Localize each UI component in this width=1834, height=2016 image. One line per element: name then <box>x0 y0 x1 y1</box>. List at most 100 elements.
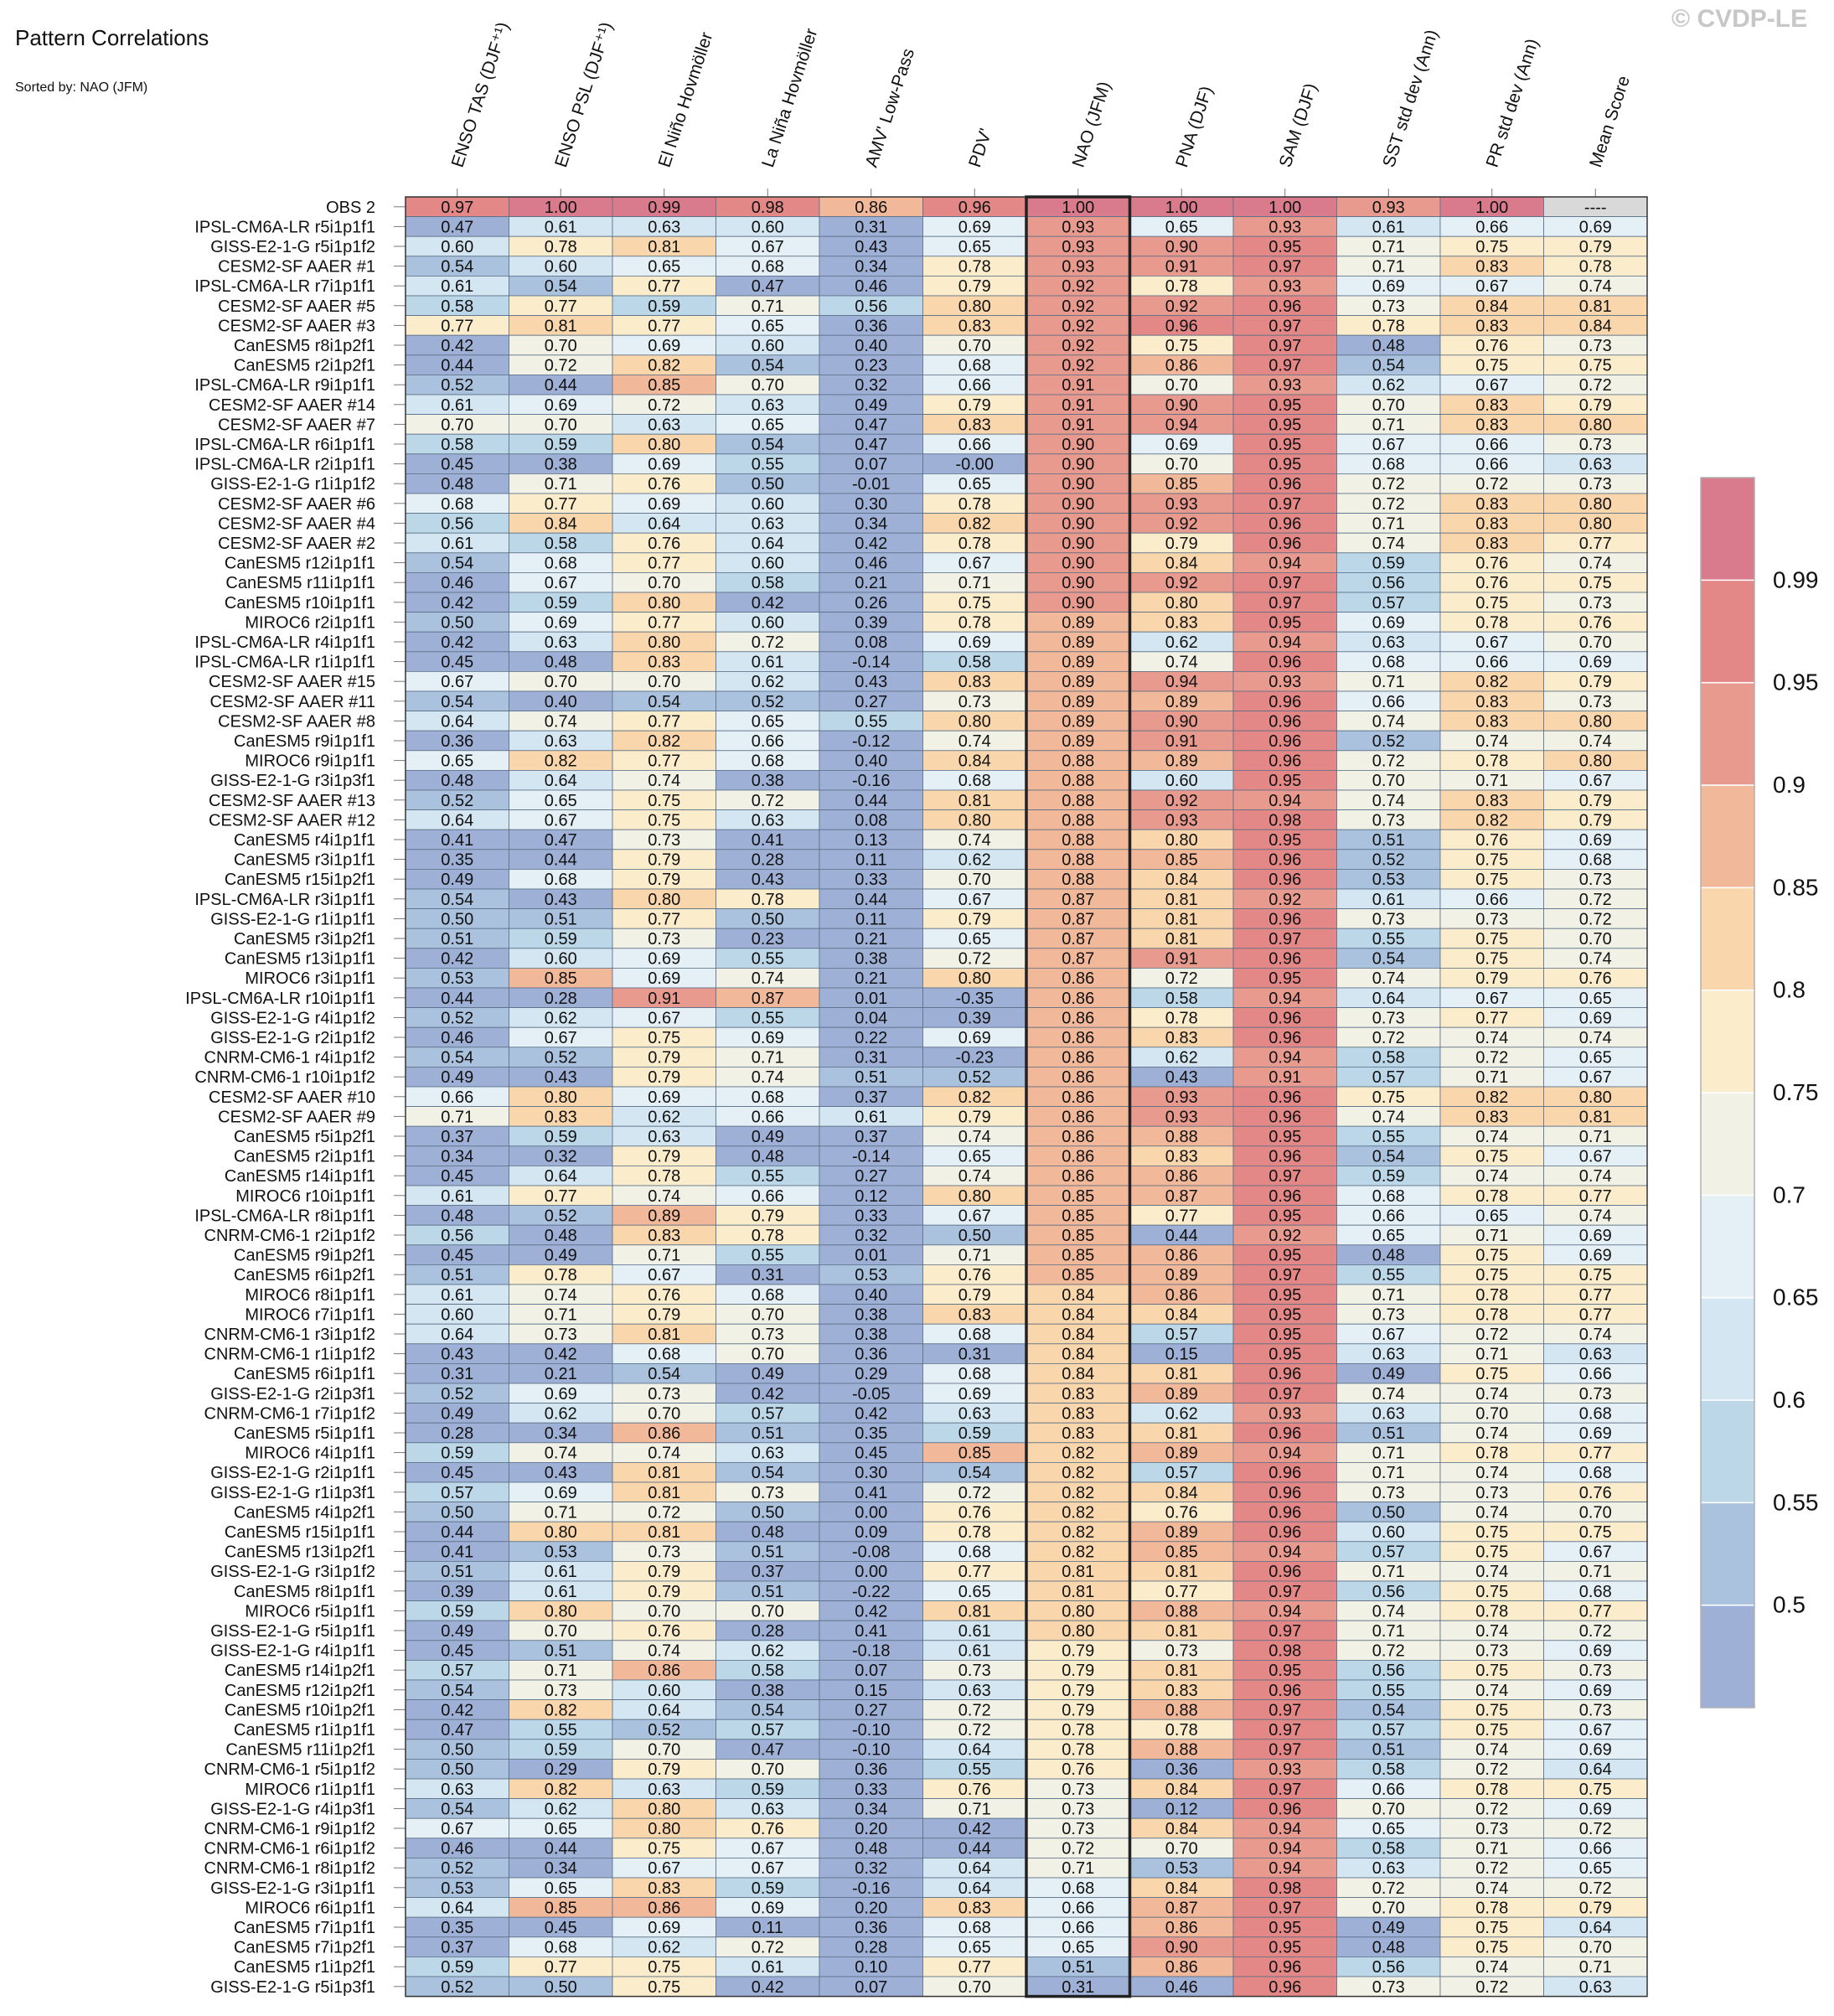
cell-value: 0.60 <box>752 337 784 355</box>
cell-value: 0.90 <box>1062 514 1094 533</box>
cell-value: 0.84 <box>1062 1286 1094 1305</box>
cell-value: 0.85 <box>1062 1207 1094 1225</box>
cell-value: 0.91 <box>1268 1068 1301 1087</box>
cell-value: 0.48 <box>1372 1939 1405 1957</box>
cell-value: 0.84 <box>1165 1879 1198 1898</box>
cell-value: 0.63 <box>1579 456 1612 474</box>
cell-value: 0.76 <box>1475 337 1508 355</box>
cell-value: 0.95 <box>1268 613 1301 632</box>
cell-value: 0.79 <box>1062 1682 1094 1700</box>
cell-value: 0.60 <box>752 555 784 573</box>
cell-value: 0.63 <box>1372 633 1405 652</box>
cell-value: 0.77 <box>1579 1305 1612 1324</box>
cell-value: 0.65 <box>1579 990 1612 1008</box>
cell-value: 0.70 <box>958 871 991 889</box>
cell-value: 0.51 <box>545 910 577 928</box>
cell-value: 0.97 <box>1268 1167 1301 1186</box>
cell-value: 0.85 <box>1062 1227 1094 1245</box>
cell-value: 0.95 <box>1268 969 1301 988</box>
cell-value: 0.90 <box>1062 436 1094 454</box>
cell-value: 0.67 <box>1579 1148 1612 1166</box>
cell-value: 0.67 <box>545 574 577 592</box>
row-label: MIROC6 r8i1p1f1 <box>245 1286 375 1305</box>
cell-value: 0.83 <box>1475 514 1508 533</box>
cell-value: 0.31 <box>1062 1978 1094 1997</box>
cell-value: 0.74 <box>1372 535 1405 553</box>
cell-value: 0.93 <box>1268 277 1301 296</box>
cell-value: 0.55 <box>752 1009 784 1027</box>
cell-value: 0.63 <box>441 1781 473 1799</box>
cell-value: 0.96 <box>1268 1978 1301 1997</box>
cell-value: 0.94 <box>1268 990 1301 1008</box>
cell-value: 0.68 <box>958 1919 991 1937</box>
row-label: CanESM5 r5i1p1f1 <box>234 1424 375 1443</box>
cell-value: 0.74 <box>1475 1958 1508 1977</box>
cell-value: 0.87 <box>1062 930 1094 949</box>
cell-value: 0.72 <box>752 792 784 810</box>
cell-value: 0.74 <box>545 712 577 731</box>
cell-value: 0.71 <box>441 1108 473 1126</box>
cell-value: 0.87 <box>752 990 784 1008</box>
cell-value: 0.79 <box>1062 1662 1094 1680</box>
cell-value: 0.82 <box>648 357 680 375</box>
cell-value: 0.72 <box>1372 1879 1405 1898</box>
cell-value: 0.67 <box>1475 277 1508 296</box>
cell-value: 0.89 <box>1165 1266 1198 1285</box>
cell-value: 0.97 <box>1268 574 1301 592</box>
cell-value: 0.67 <box>648 1859 680 1878</box>
cell-value: 0.49 <box>441 1404 473 1423</box>
cell-value: 0.79 <box>958 1108 991 1126</box>
cell-value: 0.72 <box>1372 752 1405 771</box>
cell-value: 0.76 <box>1579 969 1612 988</box>
row-label: CanESM5 r5i1p2f1 <box>234 1128 375 1146</box>
cell-value: 0.08 <box>855 633 887 652</box>
cell-value: 0.58 <box>1165 990 1198 1008</box>
cell-value: 0.65 <box>1372 1227 1405 1245</box>
cell-value: 0.72 <box>1579 1879 1612 1898</box>
cell-value: 1.00 <box>1475 199 1508 217</box>
cell-value: 0.72 <box>1475 1859 1508 1878</box>
cell-value: 0.72 <box>1372 1642 1405 1661</box>
cell-value: 0.84 <box>1165 871 1198 889</box>
row-label: CanESM5 r15i1p1f1 <box>225 1523 375 1542</box>
cell-value: 0.44 <box>855 792 887 810</box>
cell-value: 0.69 <box>1579 1424 1612 1443</box>
cell-value: 0.83 <box>958 1305 991 1324</box>
cell-value: 0.98 <box>1268 811 1301 830</box>
cell-value: 0.59 <box>441 1958 473 1977</box>
cell-value: 0.77 <box>1165 1207 1198 1225</box>
cell-value: 0.79 <box>1062 1642 1094 1661</box>
row-label: CanESM5 r13i1p1f1 <box>225 950 375 969</box>
row-label: CanESM5 r11i1p1f1 <box>225 574 375 592</box>
cell-value: 0.43 <box>855 238 887 256</box>
colorbar-tick-label: 0.9 <box>1773 772 1806 798</box>
cell-value: 0.69 <box>1579 1741 1612 1760</box>
cell-value: 0.51 <box>752 1424 784 1443</box>
colorbar: 0.5 0.55 0.6 0.65 0.7 0.75 0.8 0.85 0.9 0.95 0.99 <box>1700 477 1819 1708</box>
cell-value: 0.64 <box>545 1167 577 1186</box>
cell-value: 0.31 <box>441 1365 473 1383</box>
cell-value: 0.67 <box>648 1009 680 1027</box>
cell-value: 0.89 <box>1062 633 1094 652</box>
cell-value: 0.68 <box>958 1543 991 1562</box>
cell-value: 0.91 <box>648 990 680 1008</box>
cell-value: 0.81 <box>1165 891 1198 909</box>
cell-value: 0.96 <box>1268 1503 1301 1522</box>
cell-value: 0.83 <box>958 1899 991 1917</box>
row-label: MIROC6 r10i1p1f1 <box>235 1187 375 1206</box>
cell-value: 0.80 <box>545 1523 577 1542</box>
cell-value: 0.68 <box>752 752 784 771</box>
cell-value: 0.51 <box>855 1068 887 1087</box>
cell-value: 0.81 <box>648 1484 680 1502</box>
cell-value: 0.92 <box>1268 891 1301 909</box>
cell-value: 0.67 <box>441 1820 473 1838</box>
cell-value: 0.61 <box>752 654 784 672</box>
cell-value: 0.96 <box>1268 1424 1301 1443</box>
cell-value: 0.61 <box>441 1187 473 1206</box>
colorbar-segment <box>1700 1092 1755 1197</box>
cell-value: 0.71 <box>1372 673 1405 691</box>
cell-value: 0.79 <box>1579 673 1612 691</box>
row-label: CNRM-CM6-1 r2i1p1f2 <box>204 1227 376 1245</box>
cell-value: 0.70 <box>648 673 680 691</box>
cell-value: 0.44 <box>545 1840 577 1858</box>
